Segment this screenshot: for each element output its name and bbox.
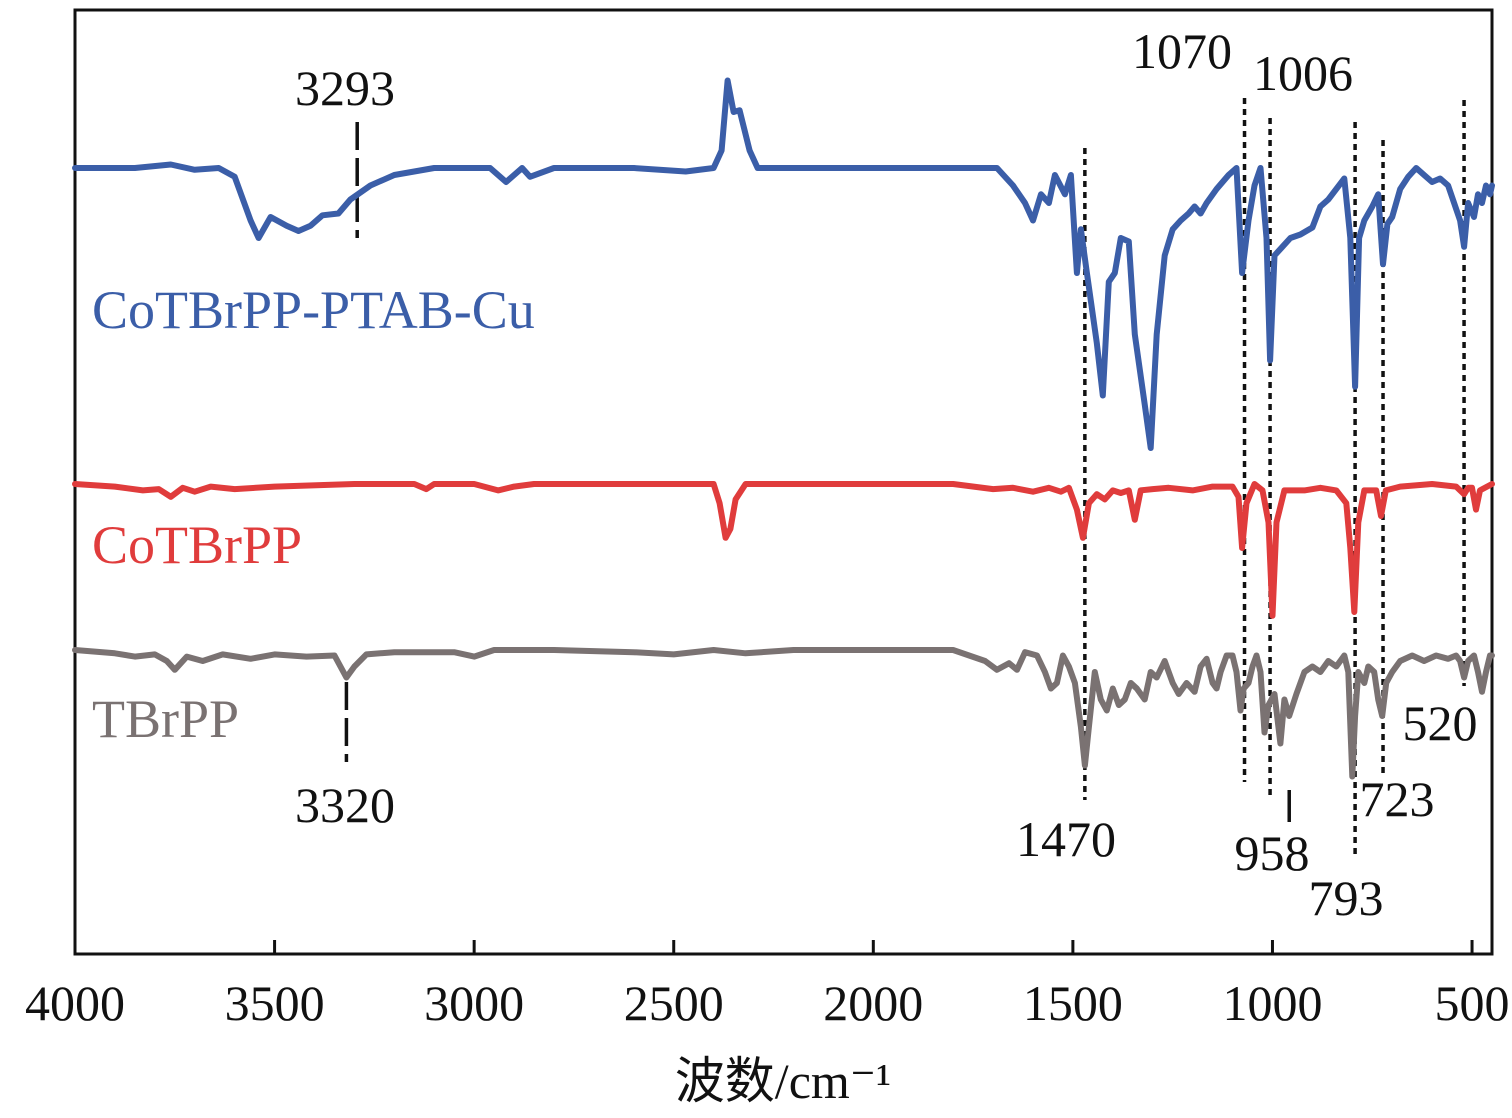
x-axis: 4000 3500 3000 2500 2000 1500 1000 500	[25, 940, 1510, 1031]
reference-lines	[344, 98, 1466, 858]
annotation-520: 520	[1403, 695, 1478, 751]
x-tick-label-2000: 2000	[823, 975, 923, 1031]
series-label-tbrpp: TBrPP	[92, 689, 239, 749]
annotation-3293: 3293	[295, 60, 395, 116]
x-tick-label-3500: 3500	[225, 975, 325, 1031]
annotation-723: 723	[1360, 771, 1435, 827]
series-line-cotbrpp	[72, 481, 1495, 619]
x-tick-label-1500: 1500	[1023, 975, 1123, 1031]
x-tick-label-1000: 1000	[1222, 975, 1322, 1031]
x-tick-label-4000: 4000	[25, 975, 125, 1031]
x-axis-title: 波数/cm⁻¹	[675, 1053, 891, 1109]
annotation-1006: 1006	[1253, 45, 1353, 101]
x-tick-label-500: 500	[1435, 975, 1510, 1031]
series-labels: CoTBrPP-PTAB-Cu CoTBrPP TBrPP	[92, 280, 535, 749]
series-label-cotbrpp-ptab-cu: CoTBrPP-PTAB-Cu	[92, 280, 535, 340]
annotation-1070: 1070	[1132, 23, 1232, 79]
plot-area: CoTBrPP-PTAB-Cu CoTBrPP TBrPP 3293 3320 1470…	[72, 8, 1495, 956]
series-line-tbrpp	[72, 647, 1495, 780]
x-tick-label-2500: 2500	[624, 975, 724, 1031]
series-line-cotbrpp-ptab-cu	[72, 77, 1495, 451]
annotation-793: 793	[1309, 870, 1384, 926]
annotation-3320: 3320	[295, 777, 395, 833]
annotation-958: 958	[1235, 825, 1310, 881]
series-lines	[72, 77, 1495, 780]
x-tick-label-3000: 3000	[424, 975, 524, 1031]
annotation-1470: 1470	[1016, 811, 1116, 867]
series-label-cotbrpp: CoTBrPP	[92, 515, 302, 575]
